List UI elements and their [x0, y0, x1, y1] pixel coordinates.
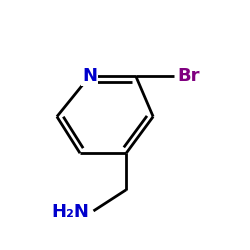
- Text: Br: Br: [177, 67, 200, 85]
- Text: H₂N: H₂N: [52, 203, 89, 221]
- Text: N: N: [82, 67, 97, 85]
